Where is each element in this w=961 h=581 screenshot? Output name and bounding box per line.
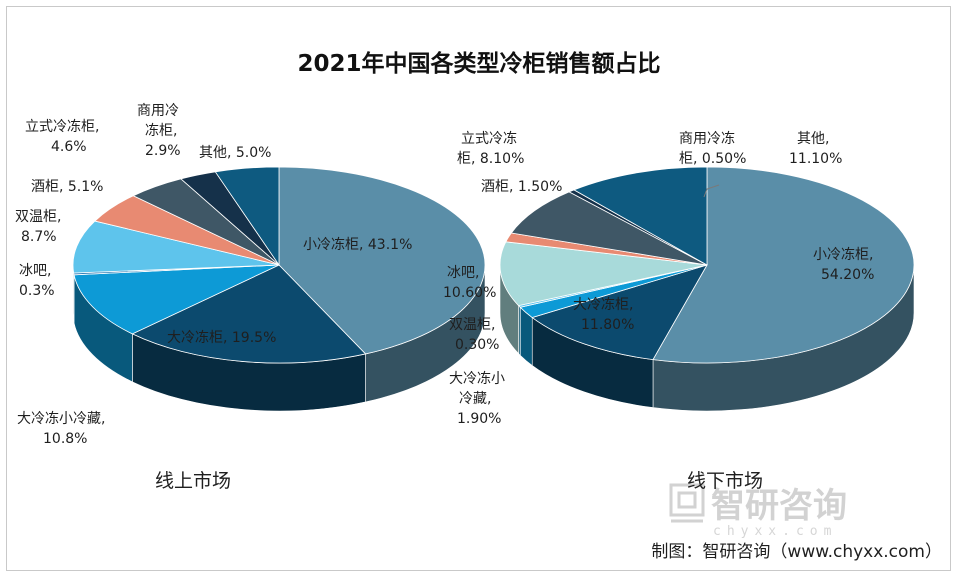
pie-online-top xyxy=(72,166,486,364)
subtitle-offline: 线下市场 xyxy=(687,470,763,492)
subtitle-online: 线上市场 xyxy=(155,470,231,492)
slice-offline-1[interactable] xyxy=(531,264,708,361)
pie-left-online xyxy=(72,166,486,412)
slice-online-4[interactable] xyxy=(72,220,280,274)
leader-line-offline-shangyong xyxy=(703,184,720,198)
slice-online-8[interactable] xyxy=(214,166,280,267)
label-offline-shangyong: 商用冷冻 柜, 0.50% xyxy=(679,130,746,167)
pie-offline-side xyxy=(499,264,915,412)
label-offline-jiugui: 酒柜, 1.50% xyxy=(481,179,562,195)
labels-offline: 小冷冻柜, 54.20% 大冷冻柜, 11.80% 大冷冻小 冷藏, 1.90%… xyxy=(443,130,878,427)
chart-title: 2021年中国各类型冷柜销售额占比 xyxy=(297,50,660,77)
slice-offline-4[interactable] xyxy=(499,241,708,307)
label-online-qita: 其他, 5.0% xyxy=(199,145,271,161)
label-online-dalengdong-xiaolengcang: 大冷冻小冷藏, 10.8% xyxy=(17,410,110,447)
label-offline-xiaolengdonggui: 小冷冻柜, 54.20% xyxy=(813,246,878,283)
label-offline-qita: 其他, 11.10% xyxy=(789,131,842,167)
label-online-dalengdonggui: 大冷冻柜, 19.5% xyxy=(167,329,276,346)
pie-chart-canvas: 2021年中国各类型冷柜销售额占比 智研咨询 chyxx.com 小冷冻柜, 4… xyxy=(15,50,942,562)
slice-offline-8[interactable] xyxy=(573,166,708,266)
label-offline-bingba: 冰吧, 10.60% xyxy=(443,265,496,301)
slice-online-0[interactable] xyxy=(278,166,486,355)
watermark-logo: 智研咨询 chyxx.com xyxy=(669,483,847,539)
chart-frame: 2021年中国各类型冷柜销售额占比 智研咨询 chyxx.com 小冷冻柜, 4… xyxy=(6,6,951,571)
slice-offline-0[interactable] xyxy=(652,166,915,364)
label-online-shuangwengui: 双温柜, 8.7% xyxy=(15,209,66,245)
label-offline-lishi: 立式冷冻 柜, 8.10% xyxy=(457,130,524,167)
slice-online-2[interactable] xyxy=(73,264,280,335)
label-offline-dalengdong-xiaolengcang: 大冷冻小 冷藏, 1.90% xyxy=(449,370,509,427)
label-online-jiugui: 酒柜, 5.1% xyxy=(31,179,103,195)
pie-right-offline xyxy=(499,166,915,412)
watermark-icon xyxy=(669,483,705,523)
labels-online: 小冷冻柜, 43.1% 大冷冻柜, 19.5% 大冷冻小冷藏, 10.8% 冰吧… xyxy=(15,103,412,447)
slice-offline-6[interactable] xyxy=(510,191,708,266)
watermark-subtext: chyxx.com xyxy=(713,524,837,539)
label-online-xiaolengdonggui: 小冷冻柜, 43.1% xyxy=(303,236,412,253)
label-online-lishi: 立式冷冻柜, 4.6% xyxy=(25,118,104,155)
watermark-text: 智研咨询 xyxy=(711,486,847,526)
label-online-bingba: 冰吧, 0.3% xyxy=(19,263,56,299)
source-note: 制图：智研咨询（www.chyxx.com） xyxy=(651,542,942,562)
label-online-shangyong: 商用冷 冻柜, 2.9% xyxy=(137,103,183,159)
label-offline-shuangwengui: 双温柜, 0.30% xyxy=(449,317,500,353)
label-offline-dalengdonggui: 大冷冻柜, 11.80% xyxy=(573,296,638,333)
slice-online-1[interactable] xyxy=(131,264,367,364)
pie-offline-top xyxy=(499,166,915,364)
